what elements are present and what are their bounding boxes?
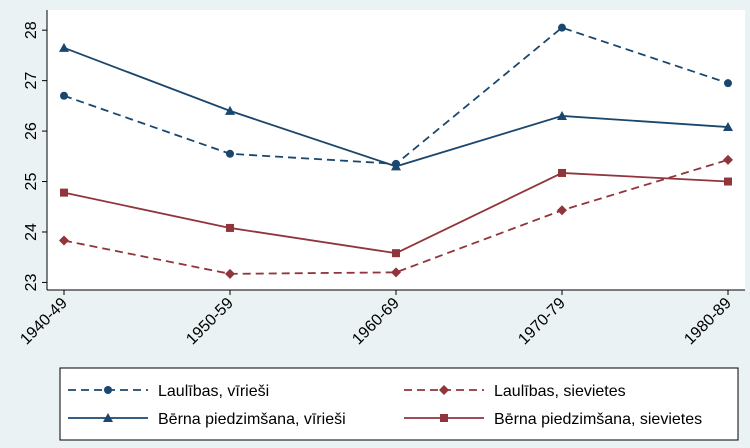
point [558,23,566,32]
y-tick-label: 25 [23,173,40,191]
point [225,268,235,279]
legend-marker [440,414,448,422]
y-tick-label: 28 [23,21,40,39]
plot-area [47,10,745,290]
y-tick-label: 27 [23,72,40,90]
point [60,91,68,100]
point [557,110,567,120]
point [226,149,234,158]
point [59,42,69,52]
y-tick-label: 23 [23,273,40,291]
point [557,205,567,216]
point [558,168,566,177]
point [226,223,234,232]
legend-marker [439,385,449,395]
point [391,161,401,171]
y-tick-label: 24 [23,223,40,241]
point [392,249,400,258]
legend-marker [104,386,112,394]
legend-label: Bērna piedzimšana, vīrieši [158,411,346,428]
legend-marker [103,413,113,422]
legend-label: Laulības, sievietes [494,383,626,400]
point [225,105,235,115]
point [60,188,68,197]
point [391,267,401,278]
point [59,235,69,246]
point [724,79,732,88]
y-tick-label: 26 [23,122,40,140]
point [723,122,733,132]
legend-label: Bērna piedzimšana, sievietes [494,411,702,428]
point [723,154,733,165]
legend [59,367,739,441]
legend-label: Laulības, vīrieši [158,383,269,400]
point [724,177,732,186]
